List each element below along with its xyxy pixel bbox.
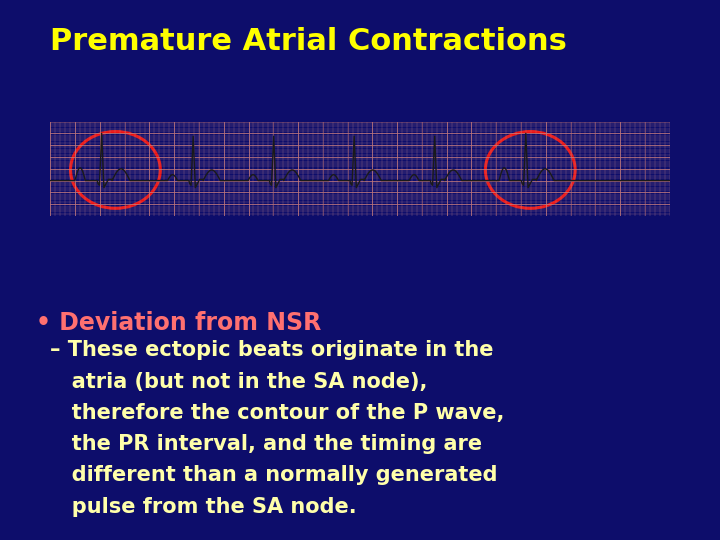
- Text: different than a normally generated: different than a normally generated: [50, 465, 498, 485]
- Text: – These ectopic beats originate in the: – These ectopic beats originate in the: [50, 340, 494, 360]
- Text: the PR interval, and the timing are: the PR interval, and the timing are: [50, 434, 482, 454]
- Text: therefore the contour of the P wave,: therefore the contour of the P wave,: [50, 403, 505, 423]
- Text: atria (but not in the SA node),: atria (but not in the SA node),: [50, 372, 428, 392]
- Text: • Deviation from NSR: • Deviation from NSR: [36, 310, 321, 334]
- Text: Premature Atrial Contractions: Premature Atrial Contractions: [50, 27, 567, 56]
- Text: pulse from the SA node.: pulse from the SA node.: [50, 497, 357, 517]
